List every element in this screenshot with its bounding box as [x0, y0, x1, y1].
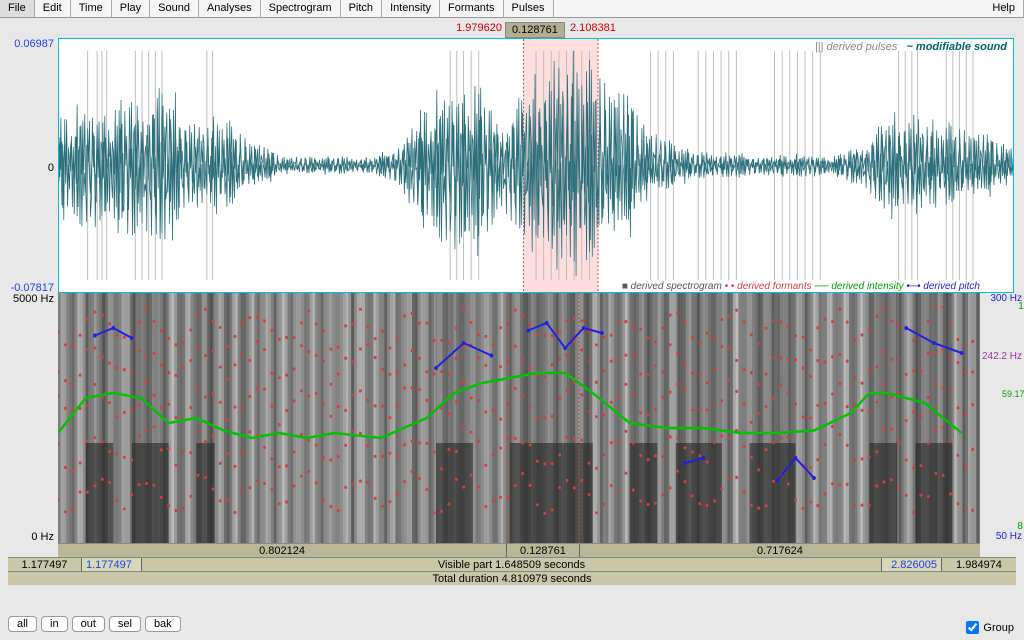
total-duration[interactable]: Total duration 4.810979 seconds	[8, 572, 1016, 585]
waveform-legend: ||| derived pulses ~ modifiable sound	[809, 41, 1007, 53]
waveform-panel: 0.06987 0 -0.07817 ||| derived pulses ~ …	[58, 38, 1014, 293]
spectrogram-legend: ■ derived spectrogram • • derived forman…	[58, 281, 980, 292]
pitch-top-label: 300 Hz	[990, 293, 1022, 304]
intensity-bot-label: 8 dB	[1017, 521, 1024, 532]
spectro-ymax: 5000 Hz	[6, 293, 54, 305]
menu-formants[interactable]: Formants	[440, 0, 503, 17]
selection-header: 1.979620 0.128761 2.108381	[0, 22, 1024, 38]
time-segment-mid[interactable]: 0.128761	[507, 544, 580, 557]
out-button[interactable]: out	[72, 616, 105, 632]
menu-pulses[interactable]: Pulses	[504, 0, 554, 17]
menu-help[interactable]: Help	[984, 0, 1024, 17]
legend-pitch: •─• derived pitch	[906, 281, 980, 292]
total-duration-row: Total duration 4.810979 seconds	[8, 571, 1016, 585]
spectrogram-panel: ■ derived spectrogram • • derived forman…	[58, 293, 980, 543]
menu-analyses[interactable]: Analyses	[199, 0, 261, 17]
menu-play[interactable]: Play	[112, 0, 150, 17]
in-button[interactable]: in	[41, 616, 68, 632]
legend-spectrogram: ■ derived spectrogram	[622, 281, 722, 292]
bottom-bar: allinoutselbak	[0, 612, 1024, 636]
waveform-canvas[interactable]: ||| derived pulses ~ modifiable sound	[58, 38, 1014, 293]
menu-time[interactable]: Time	[71, 0, 112, 17]
menu-spectrogram[interactable]: Spectrogram	[261, 0, 341, 17]
time-segment-left[interactable]: 0.802124	[58, 544, 507, 557]
pitch-mid-label: 242.2 Hz	[982, 351, 1022, 362]
menubar: FileEditTimePlaySoundAnalysesSpectrogram…	[0, 0, 1024, 18]
window-left: 1.177497	[8, 558, 82, 571]
visible-right: 2.826005	[882, 558, 942, 571]
waveform-zero: 0	[6, 162, 54, 174]
legend-intensity: ── derived intensity	[814, 281, 903, 292]
waveform-ymax: 0.06987	[6, 38, 54, 50]
selection-end-time: 2.108381	[570, 22, 616, 34]
group-checkbox[interactable]	[966, 621, 979, 634]
menu-intensity[interactable]: Intensity	[382, 0, 440, 17]
legend-formants: • • derived formants	[725, 281, 812, 292]
spectro-ymin: 0 Hz	[6, 531, 54, 543]
intensity-top-label: 100 dB	[1018, 301, 1024, 312]
intensity-mid-label: 59.17 dB (not	[1002, 389, 1024, 399]
legend-sound: ~ modifiable sound	[906, 41, 1007, 53]
visible-range-row: 1.177497 1.177497 Visible part 1.648509 …	[8, 557, 1016, 571]
spectrogram-canvas[interactable]	[58, 293, 980, 543]
pitch-bot-label: 50 Hz	[996, 531, 1022, 542]
time-segment-right[interactable]: 0.717624	[580, 544, 980, 557]
selection-start-time: 1.979620	[456, 22, 502, 34]
time-segments-bar: 0.8021240.1287610.717624	[58, 543, 980, 557]
bak-button[interactable]: bak	[145, 616, 181, 632]
visible-left: 1.177497	[82, 558, 142, 571]
menu-edit[interactable]: Edit	[35, 0, 71, 17]
group-checkbox-container: Group	[966, 621, 1014, 634]
all-button[interactable]: all	[8, 616, 37, 632]
window-right: 1.984974	[942, 558, 1016, 571]
selection-duration-box: 0.128761	[505, 22, 565, 38]
legend-pulses: ||| derived pulses	[815, 41, 898, 53]
menu-file[interactable]: File	[0, 0, 35, 17]
visible-duration[interactable]: Visible part 1.648509 seconds	[142, 558, 882, 571]
group-label: Group	[983, 622, 1014, 634]
menu-pitch[interactable]: Pitch	[341, 0, 382, 17]
menu-sound[interactable]: Sound	[150, 0, 199, 17]
sel-button[interactable]: sel	[109, 616, 141, 632]
